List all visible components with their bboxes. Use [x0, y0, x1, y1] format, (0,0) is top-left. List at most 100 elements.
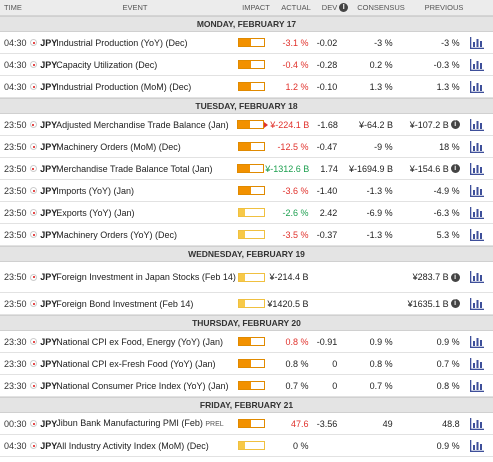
event-cell[interactable]: Foreign Investment in Japan Stocks (Feb … [55, 272, 236, 282]
event-name[interactable]: Machinery Orders (MoM) (Dec) [56, 141, 181, 152]
table-row[interactable]: 23:50 JPY Adjusted Merchandise Trade Balan… [0, 114, 493, 136]
bar-chart-icon[interactable] [470, 297, 485, 310]
bar-chart-icon[interactable] [470, 184, 485, 197]
chart-button[interactable] [462, 206, 493, 219]
bar-chart-icon[interactable] [470, 417, 485, 430]
event-name[interactable]: National CPI ex-Fresh Food (YoY) (Jan) [56, 358, 216, 369]
table-row[interactable]: 23:50 JPY Exports (YoY) (Jan) -2.6 % 2.42 -6.… [0, 202, 493, 224]
table-row[interactable]: 04:30 JPY All Industry Activity Index (MoM… [0, 435, 493, 457]
table-row[interactable]: 23:50 JPY Merchandise Trade Balance Total … [0, 158, 493, 180]
actual-value-cell: 0.8 % [267, 337, 313, 347]
event-cell[interactable]: Merchandise Trade Balance Total (Jan) [55, 164, 235, 174]
chart-button[interactable] [462, 335, 493, 348]
bar-chart-icon[interactable] [470, 379, 485, 392]
table-row[interactable]: 23:50 JPY Machinery Orders (MoM) (Dec) -12.… [0, 136, 493, 158]
chart-button[interactable] [462, 140, 493, 153]
event-name[interactable]: Imports (YoY) (Jan) [56, 185, 134, 196]
chart-button[interactable] [462, 118, 493, 131]
chart-button[interactable] [462, 357, 493, 370]
event-name[interactable]: National CPI ex Food, Energy (YoY) (Jan) [56, 336, 224, 347]
event-name[interactable]: Industrial Production (YoY) (Dec) [56, 37, 188, 48]
bar-chart-icon[interactable] [470, 271, 485, 283]
event-cell[interactable]: Industrial Production (MoM) (Dec) [55, 82, 236, 92]
event-name[interactable]: Jibun Bank Manufacturing PMI (Feb) [56, 417, 203, 428]
bar-chart-icon[interactable] [470, 118, 485, 131]
table-row[interactable]: 00:30 JPY Jibun Bank Manufacturing PMI (Fe… [0, 413, 493, 435]
calendar-body: MONDAY, FEBRUARY 17 04:30 JPY Industrial Pr… [0, 16, 493, 462]
table-row[interactable]: 20:30JPYCFTC JPY NC Net Positions¥-27.2 … [0, 457, 493, 462]
table-row[interactable]: 23:30 JPY National CPI ex Food, Energy (Yo… [0, 331, 493, 353]
info-icon[interactable]: i [450, 272, 460, 282]
chart-button[interactable] [462, 80, 493, 93]
event-cell[interactable]: National CPI ex Food, Energy (YoY) (Jan) [55, 337, 236, 347]
chart-button[interactable] [462, 417, 493, 430]
table-row[interactable]: 23:30 JPY National CPI ex-Fresh Food (YoY)… [0, 353, 493, 375]
table-row[interactable]: 23:50 JPY Foreign Investment in Japan Stoc… [0, 262, 493, 293]
event-cell[interactable]: Jibun Bank Manufacturing PMI (Feb) PREL [55, 418, 236, 430]
info-icon[interactable]: i [450, 299, 460, 308]
table-row[interactable]: 04:30 JPY Capacity Utilization (Dec) -0.4 %… [0, 54, 493, 76]
header-consensus[interactable]: CONSENSUS [357, 3, 405, 12]
event-cell[interactable]: Adjusted Merchandise Trade Balance (Jan) [55, 120, 235, 130]
bar-chart-icon[interactable] [470, 228, 485, 241]
info-icon[interactable]: i [339, 3, 349, 12]
bar-chart-icon[interactable] [470, 335, 485, 348]
event-cell[interactable]: Imports (YoY) (Jan) [55, 186, 236, 196]
event-name[interactable]: All Industry Activity Index (MoM) (Dec) [56, 440, 209, 451]
impact-bar [237, 38, 265, 47]
chart-button[interactable] [462, 439, 493, 452]
event-name[interactable]: Industrial Production (MoM) (Dec) [56, 81, 192, 92]
info-icon[interactable]: i [450, 164, 460, 173]
table-row[interactable]: 23:50 JPY Machinery Orders (YoY) (Dec) -3.5… [0, 224, 493, 246]
bar-chart-icon[interactable] [470, 439, 485, 452]
event-name[interactable]: Foreign Bond Investment (Feb 14) [56, 298, 194, 309]
previous-value-cell: 18 % [401, 142, 462, 152]
event-name[interactable]: Adjusted Merchandise Trade Balance (Jan) [56, 119, 229, 130]
chart-button[interactable] [462, 162, 493, 175]
bar-chart-icon[interactable] [470, 357, 485, 370]
event-cell[interactable]: Machinery Orders (MoM) (Dec) [55, 142, 236, 152]
event-cell[interactable]: Capacity Utilization (Dec) [55, 60, 236, 70]
event-name[interactable]: Exports (YoY) (Jan) [56, 207, 135, 218]
table-row[interactable]: 04:30 JPY Industrial Production (MoM) (Dec… [0, 76, 493, 98]
bar-chart-icon[interactable] [470, 162, 485, 175]
event-cell[interactable]: All Industry Activity Index (MoM) (Dec) [55, 441, 236, 451]
event-cell[interactable]: Exports (YoY) (Jan) [55, 208, 236, 218]
header-impact[interactable]: IMPACT [242, 3, 270, 12]
header-event[interactable]: EVENT [122, 3, 148, 12]
japan-flag-icon [30, 442, 37, 449]
chart-button[interactable] [462, 36, 493, 49]
event-cell[interactable]: Foreign Bond Investment (Feb 14) [55, 299, 236, 309]
table-row[interactable]: 04:30 JPY Industrial Production (YoY) (Dec… [0, 32, 493, 54]
event-name[interactable]: Foreign Investment in Japan Stocks (Feb … [56, 272, 236, 282]
event-name[interactable]: National Consumer Price Index (YoY) (Jan… [56, 380, 229, 391]
header-actual[interactable]: ACTUAL [281, 3, 311, 12]
bar-chart-icon[interactable] [470, 206, 485, 219]
event-cell[interactable]: National Consumer Price Index (YoY) (Jan… [55, 381, 236, 391]
impact-cell [236, 359, 266, 368]
bar-chart-icon[interactable] [470, 58, 485, 71]
event-cell[interactable]: National CPI ex-Fresh Food (YoY) (Jan) [55, 359, 236, 369]
chart-button[interactable] [462, 379, 493, 392]
bar-chart-icon[interactable] [470, 140, 485, 153]
header-previous[interactable]: PREVIOUS [424, 3, 464, 12]
chart-button[interactable] [462, 271, 493, 283]
event-cell[interactable]: Industrial Production (YoY) (Dec) [55, 38, 236, 48]
table-row[interactable]: 23:50 JPY Imports (YoY) (Jan) -3.6 % -1.40 -1… [0, 180, 493, 202]
info-icon[interactable]: i [450, 120, 460, 129]
event-name[interactable]: Capacity Utilization (Dec) [56, 59, 158, 70]
event-cell[interactable]: Machinery Orders (YoY) (Dec) [55, 230, 236, 240]
bar-chart-icon[interactable] [470, 36, 485, 49]
event-name[interactable]: Merchandise Trade Balance Total (Jan) [56, 163, 213, 174]
chart-button[interactable] [462, 228, 493, 241]
chart-button[interactable] [462, 184, 493, 197]
header-dev[interactable]: DEV i [320, 3, 350, 12]
chart-button[interactable] [462, 297, 493, 310]
header-time[interactable]: TIME [4, 3, 22, 12]
chart-button[interactable] [462, 58, 493, 71]
event-name[interactable]: Machinery Orders (YoY) (Dec) [56, 229, 177, 240]
table-row[interactable]: 23:30 JPY National Consumer Price Index (Y… [0, 375, 493, 397]
table-row[interactable]: 23:50 JPY Foreign Bond Investment (Feb 14)… [0, 293, 493, 315]
bar-chart-icon[interactable] [470, 80, 485, 93]
flag-cell [29, 187, 39, 194]
